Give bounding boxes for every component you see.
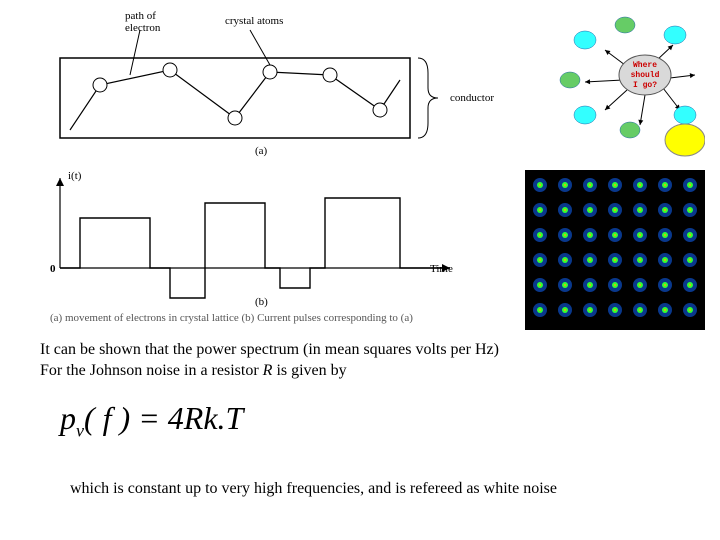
equation-johnson-noise: pv( f ) = 4Rk.T	[60, 400, 243, 441]
figure-b-origin: 0	[50, 263, 56, 275]
figure-b-sublabel: (b)	[255, 296, 268, 308]
cartoon-svg: WhereshouldI go?	[525, 10, 705, 160]
paragraph-1-line2a: For the Johnson noise in a resistor	[40, 362, 263, 379]
figure-a-svg	[50, 10, 490, 160]
figure-b-ylabel: i(t)	[68, 170, 81, 182]
figure-b-xlabel: Time	[430, 263, 453, 275]
paragraph-2: which is constant up to very high freque…	[70, 480, 710, 498]
paragraph-1-line1: It can be shown that the power spectrum …	[40, 340, 680, 361]
paragraph-1-R: R	[263, 362, 273, 379]
figure-a-sublabel: (a)	[255, 145, 267, 157]
label-path-of-electron: path of electron	[125, 10, 160, 34]
equation-rhs: Rk.T	[184, 400, 244, 436]
cartoon-scattering: WhereshouldI go?	[525, 10, 705, 160]
label-conductor: conductor	[450, 92, 494, 104]
equation-p: p	[60, 400, 76, 436]
paragraph-1-line2: For the Johnson noise in a resistor R is…	[40, 361, 680, 382]
paragraph-1-line2b: is given by	[272, 362, 346, 379]
figure-caption: (a) movement of electrons in crystal lat…	[50, 312, 490, 324]
figure-b-svg	[50, 168, 470, 308]
figure-a-electron-path: path of electron crystal atoms conductor…	[50, 10, 470, 160]
figure-left-column: path of electron crystal atoms conductor…	[50, 10, 490, 324]
equation-arg: ( f ) = 4	[84, 400, 184, 436]
paragraph-1: It can be shown that the power spectrum …	[40, 340, 680, 382]
figure-b-current-pulses: i(t) Time 0 (b)	[50, 168, 470, 308]
svg-text:Where: Where	[633, 61, 657, 70]
lattice-image	[525, 170, 705, 330]
svg-text:should: should	[631, 71, 660, 80]
lattice-svg	[525, 170, 705, 330]
equation-sub-v: v	[76, 420, 84, 440]
label-crystal-atoms: crystal atoms	[225, 15, 283, 27]
svg-text:I go?: I go?	[633, 81, 657, 90]
